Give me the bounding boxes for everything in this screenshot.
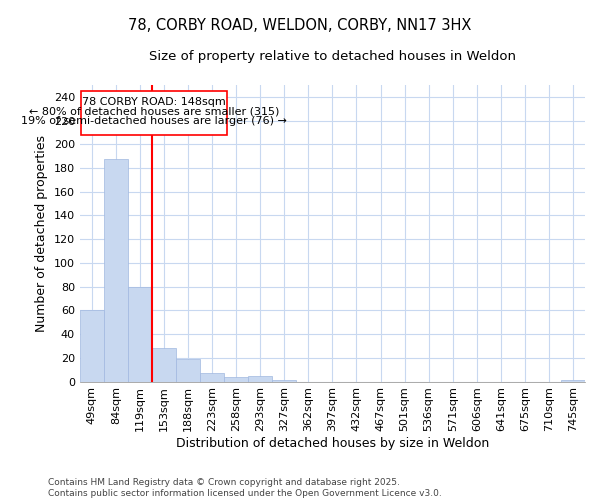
Bar bbox=[104, 158, 128, 382]
Bar bbox=[224, 377, 248, 382]
Bar bbox=[80, 310, 104, 382]
Bar bbox=[128, 286, 152, 382]
Text: 78 CORBY ROAD: 148sqm: 78 CORBY ROAD: 148sqm bbox=[82, 97, 226, 107]
Bar bbox=[272, 380, 296, 382]
Text: 78, CORBY ROAD, WELDON, CORBY, NN17 3HX: 78, CORBY ROAD, WELDON, CORBY, NN17 3HX bbox=[128, 18, 472, 32]
Bar bbox=[200, 374, 224, 382]
Text: Contains HM Land Registry data © Crown copyright and database right 2025.
Contai: Contains HM Land Registry data © Crown c… bbox=[48, 478, 442, 498]
FancyBboxPatch shape bbox=[81, 91, 227, 135]
X-axis label: Distribution of detached houses by size in Weldon: Distribution of detached houses by size … bbox=[176, 437, 489, 450]
Bar bbox=[248, 376, 272, 382]
Bar bbox=[152, 348, 176, 382]
Y-axis label: Number of detached properties: Number of detached properties bbox=[35, 135, 48, 332]
Text: ← 80% of detached houses are smaller (315): ← 80% of detached houses are smaller (31… bbox=[29, 106, 279, 117]
Title: Size of property relative to detached houses in Weldon: Size of property relative to detached ho… bbox=[149, 50, 516, 63]
Bar bbox=[561, 380, 585, 382]
Text: 19% of semi-detached houses are larger (76) →: 19% of semi-detached houses are larger (… bbox=[21, 116, 287, 126]
Bar bbox=[176, 359, 200, 382]
